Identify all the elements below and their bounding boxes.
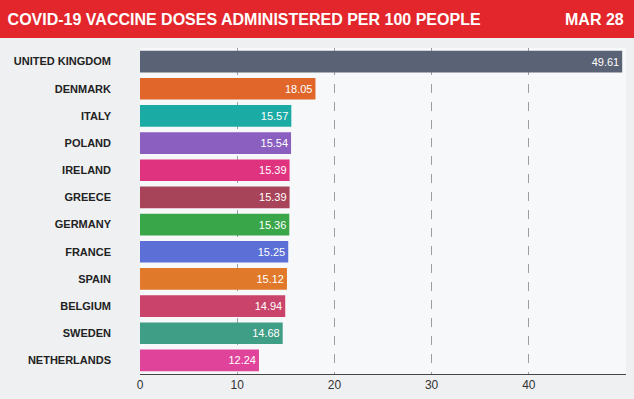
- svg-text:IRELAND: IRELAND: [62, 164, 111, 176]
- svg-text:SWEDEN: SWEDEN: [63, 327, 111, 339]
- svg-text:40: 40: [522, 378, 536, 392]
- svg-text:20: 20: [328, 378, 342, 392]
- svg-text:GREECE: GREECE: [65, 191, 111, 203]
- svg-text:BELGIUM: BELGIUM: [60, 300, 111, 312]
- svg-text:14.94: 14.94: [255, 300, 283, 312]
- svg-text:30: 30: [425, 378, 439, 392]
- svg-text:COVID-19 VACCINE DOSES ADMINIS: COVID-19 VACCINE DOSES ADMINISTERED PER …: [8, 11, 481, 28]
- svg-text:49.61: 49.61: [592, 56, 620, 68]
- svg-text:15.39: 15.39: [259, 164, 287, 176]
- svg-text:0: 0: [137, 378, 144, 392]
- svg-text:15.54: 15.54: [261, 137, 289, 149]
- svg-text:15.39: 15.39: [259, 191, 287, 203]
- svg-text:NETHERLANDS: NETHERLANDS: [28, 354, 111, 366]
- svg-text:12.24: 12.24: [228, 354, 256, 366]
- svg-text:15.57: 15.57: [261, 110, 289, 122]
- svg-text:UNITED KINGDOM: UNITED KINGDOM: [14, 55, 111, 67]
- svg-text:POLAND: POLAND: [65, 137, 112, 149]
- svg-text:15.36: 15.36: [259, 219, 287, 231]
- svg-text:15.25: 15.25: [258, 246, 286, 258]
- svg-text:MAR 28: MAR 28: [565, 11, 624, 28]
- svg-text:SPAIN: SPAIN: [78, 273, 111, 285]
- svg-text:18.05: 18.05: [285, 83, 313, 95]
- svg-text:ITALY: ITALY: [81, 110, 112, 122]
- svg-text:14.68: 14.68: [252, 327, 280, 339]
- svg-text:GERMANY: GERMANY: [55, 218, 112, 230]
- svg-text:FRANCE: FRANCE: [65, 246, 111, 258]
- svg-text:DENMARK: DENMARK: [55, 83, 111, 95]
- svg-text:15.12: 15.12: [256, 273, 284, 285]
- svg-text:10: 10: [231, 378, 245, 392]
